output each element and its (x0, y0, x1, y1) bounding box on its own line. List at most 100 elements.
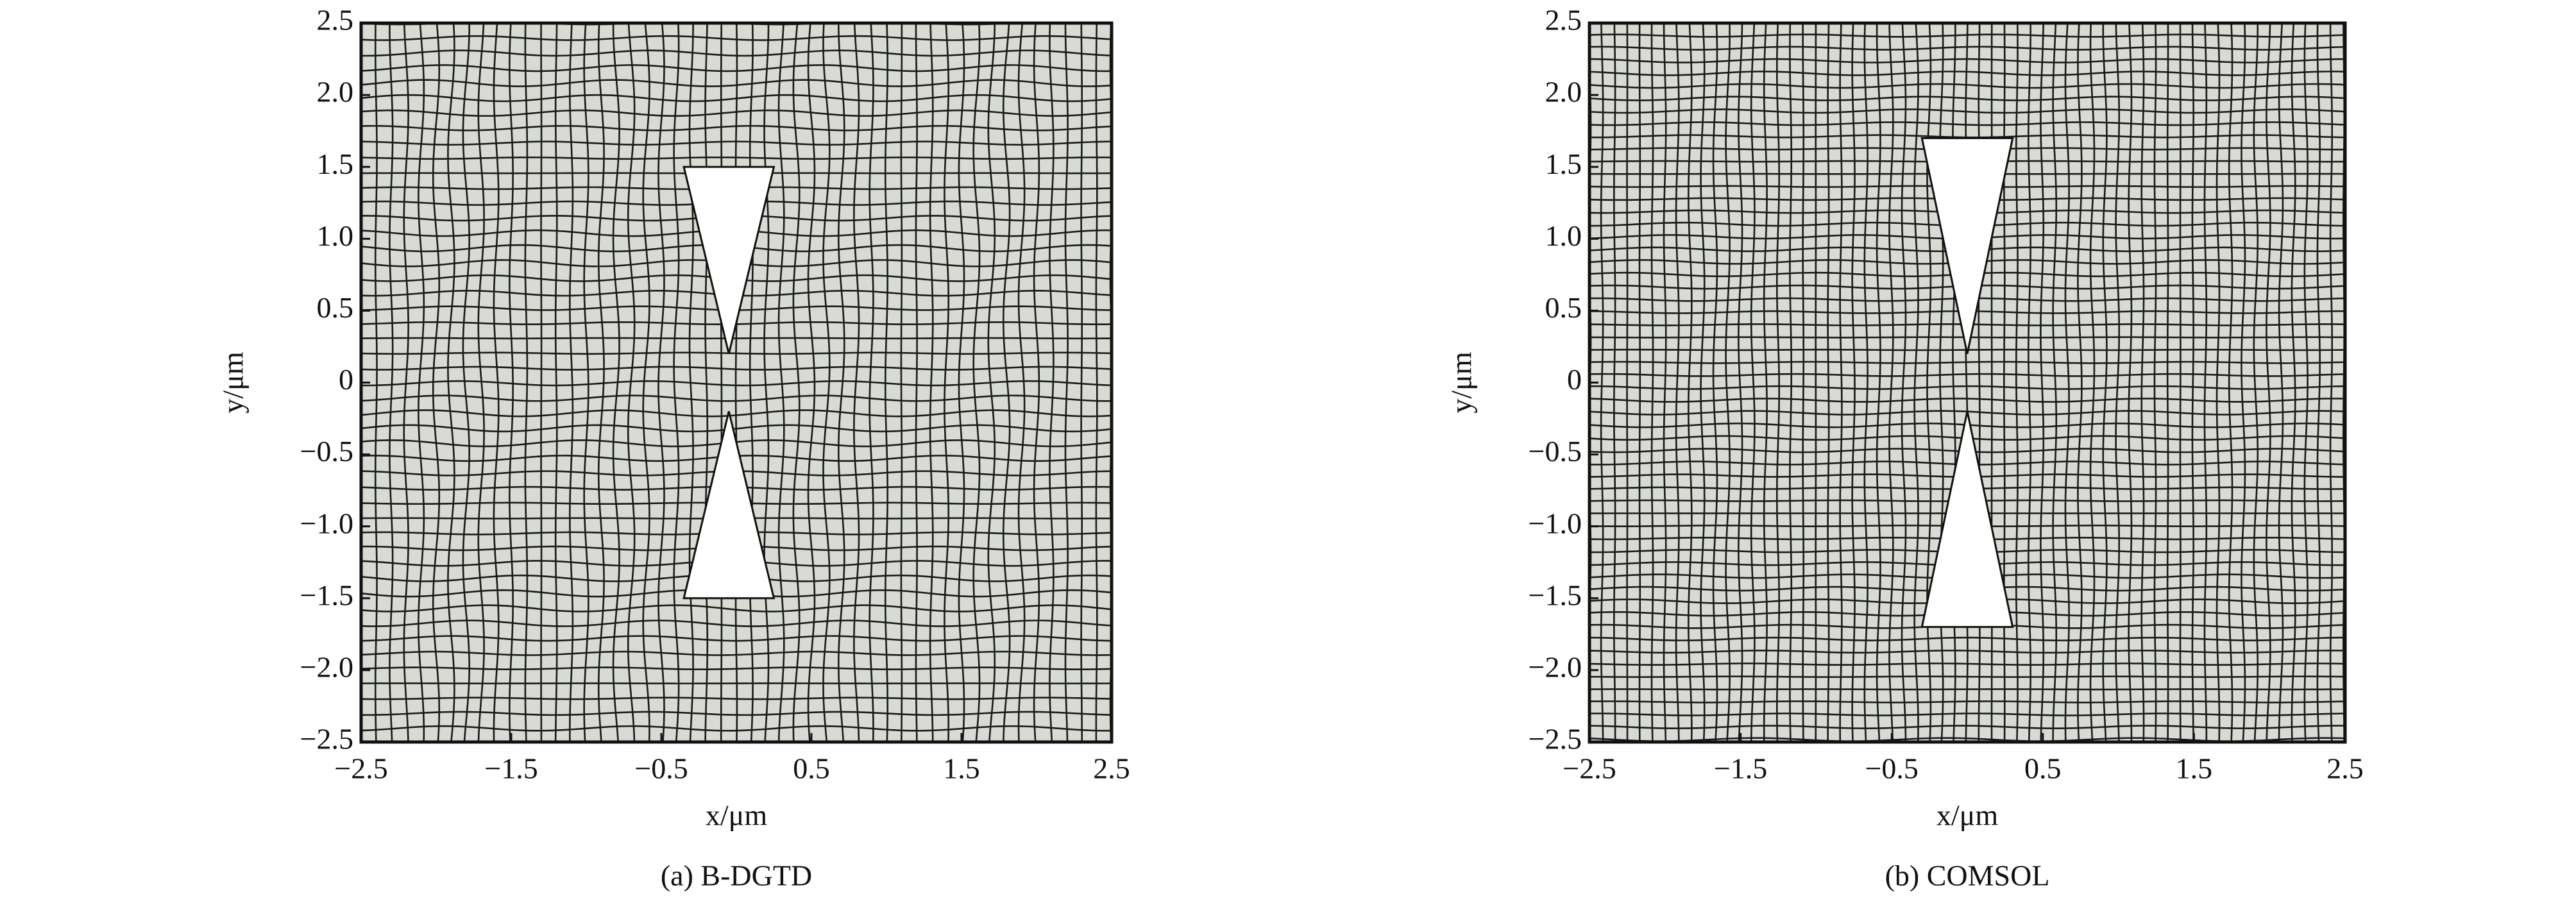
y-tick-label: 2.5 (1545, 4, 1582, 37)
x-tick-label: 0.5 (793, 752, 830, 785)
mesh-line (1589, 713, 2345, 716)
mesh-line (1589, 700, 2345, 704)
mesh-line (361, 79, 1112, 87)
mesh-line (704, 23, 709, 742)
bowtie-hole (1920, 411, 2014, 629)
y-tick-label: −1.5 (1529, 578, 1582, 611)
x-tick-label: −2.5 (334, 752, 387, 785)
mesh-line (2253, 23, 2259, 742)
mesh-line (2203, 23, 2208, 742)
mesh-line (361, 650, 1112, 656)
mesh-line (361, 711, 1112, 716)
mesh-line (1613, 23, 1616, 742)
mesh (361, 23, 1112, 742)
mesh-line (1589, 71, 2345, 76)
mesh-line (361, 439, 1112, 448)
x-tick-label: 0.5 (2024, 752, 2062, 785)
mesh-line (1589, 636, 2345, 641)
y-tick-label: −2.5 (1529, 723, 1582, 755)
x-tick-label: 2.5 (1093, 752, 1130, 785)
y-axis-label: y/μm (1445, 351, 1478, 413)
mesh-line (361, 124, 1112, 131)
mesh-line (884, 23, 889, 742)
mesh-line (2329, 23, 2334, 742)
x-tick-label: −1.5 (1714, 752, 1767, 785)
mesh-line (1589, 83, 2345, 89)
mesh-line (2015, 23, 2019, 742)
mesh-line (1876, 23, 1881, 742)
mesh-line (1589, 108, 2345, 114)
x-tick-label: −2.5 (1563, 752, 1616, 785)
y-tick-label: 0.5 (1545, 291, 1582, 324)
mesh-line (1687, 23, 1693, 742)
mesh-line (361, 140, 1112, 146)
mesh-line (583, 23, 589, 742)
mesh-line (361, 409, 1112, 418)
mesh-line (1600, 23, 1604, 742)
mesh-line (361, 321, 1112, 326)
mesh-line (1789, 23, 1793, 742)
y-tick-label: −1.0 (1529, 507, 1582, 539)
mesh-line (447, 23, 455, 742)
x-tick-label: 1.5 (943, 752, 980, 785)
x-axis-label: x/μm (706, 799, 767, 832)
mesh-line (361, 109, 1112, 117)
y-tick-label: 0 (1567, 363, 1582, 396)
mesh-line (2191, 23, 2194, 742)
mesh-line (822, 23, 831, 742)
caption: (b) COMSOL (1885, 859, 2050, 892)
mesh-line (361, 696, 1112, 700)
mesh-line (361, 94, 1112, 103)
mesh-line (361, 424, 1112, 433)
x-tick-label: −0.5 (634, 752, 688, 785)
mesh-line (1589, 96, 2345, 101)
bowtie-hole (682, 165, 775, 355)
x-tick-label: 2.5 (2326, 752, 2364, 785)
mesh-line (361, 620, 1112, 627)
mesh-line (361, 366, 1112, 371)
mesh-line (1080, 23, 1083, 742)
mesh-line (1626, 23, 1629, 742)
y-tick-label: 1.5 (1545, 148, 1582, 180)
mesh-line (1589, 373, 2345, 377)
y-tick-label: −0.5 (300, 435, 353, 468)
mesh-line (2064, 23, 2070, 742)
y-tick-label: −1.0 (300, 507, 353, 539)
mesh-line (1827, 23, 1830, 742)
mesh-line (2077, 23, 2083, 742)
mesh-line (361, 49, 1112, 57)
mesh-line (1589, 725, 2345, 729)
mesh-line (1712, 23, 1718, 742)
mesh-line (361, 351, 1112, 355)
y-axis-label: y/μm (217, 351, 250, 413)
x-tick-label: −1.5 (484, 752, 538, 785)
mesh-line (2089, 23, 2096, 742)
mesh-line (1589, 33, 2345, 38)
mesh-line (1589, 58, 2345, 63)
mesh-line (361, 725, 1112, 732)
y-tick-label: 1.0 (1545, 219, 1582, 252)
mesh-line (1589, 649, 2345, 654)
mesh-line (1589, 360, 2345, 364)
mesh-line (1700, 23, 1706, 742)
y-tick-label: 0 (339, 363, 353, 396)
y-tick-label: −2.5 (300, 723, 353, 755)
y-tick-label: −0.5 (1529, 435, 1582, 468)
mesh-line (900, 23, 903, 742)
mesh-line (1589, 662, 2345, 666)
y-tick-label: −2.0 (300, 650, 353, 683)
mesh-line (2128, 23, 2133, 742)
mesh-line (361, 156, 1112, 160)
mesh-line (1802, 23, 1805, 742)
y-tick-label: 2.0 (317, 76, 354, 108)
x-tick-label: −0.5 (1865, 752, 1918, 785)
x-axis-label: x/μm (1936, 799, 1998, 832)
y-tick-label: 2.5 (317, 4, 354, 37)
mesh-line (2140, 23, 2145, 742)
mesh-line (2266, 23, 2271, 742)
mesh-line (524, 23, 529, 742)
mesh-line (509, 23, 514, 742)
mesh-line (361, 604, 1112, 612)
mesh-line (1589, 121, 2345, 126)
